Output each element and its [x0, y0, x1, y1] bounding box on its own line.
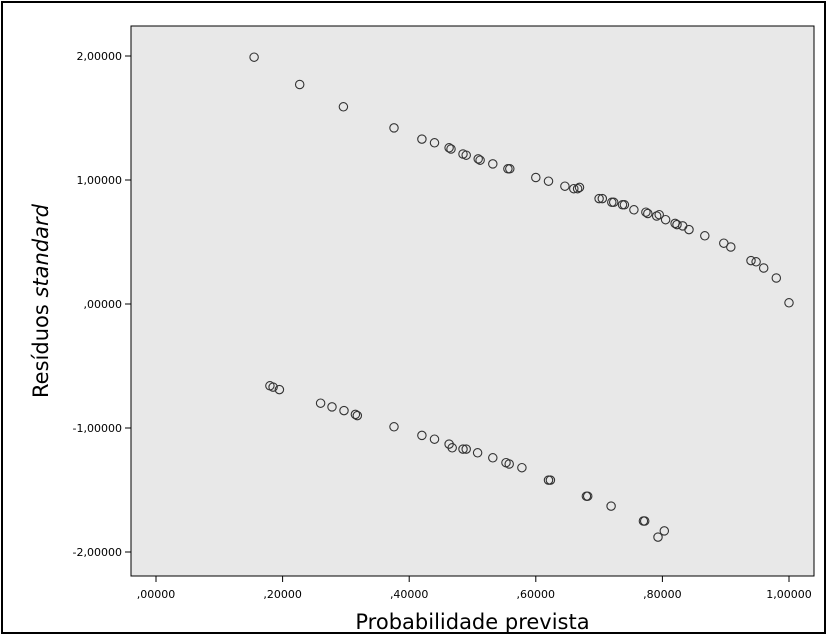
data-point — [350, 409, 361, 420]
data-point — [444, 143, 454, 153]
data-point — [531, 172, 541, 183]
data-point — [461, 444, 471, 454]
data-point — [758, 263, 769, 273]
data-point — [597, 193, 608, 204]
data-point — [771, 273, 782, 283]
data-point — [429, 138, 440, 148]
data-point — [417, 134, 427, 144]
data-point — [639, 516, 650, 526]
data-point — [447, 443, 457, 453]
data-point — [606, 501, 616, 511]
x-tick-label: ,80000 — [643, 588, 682, 601]
plot-area — [130, 25, 815, 577]
data-point — [629, 205, 639, 215]
data-point — [389, 422, 399, 432]
data-point — [488, 453, 498, 463]
data-point — [572, 183, 583, 194]
y-tick-label: -1,00000 — [73, 422, 122, 435]
data-point — [582, 491, 593, 501]
x-tick-label: ,40000 — [390, 588, 429, 601]
data-point — [429, 434, 440, 444]
data-point — [684, 224, 694, 235]
data-point — [619, 200, 630, 210]
x-tick-label: ,60000 — [517, 588, 556, 601]
data-point — [660, 214, 671, 225]
data-point — [643, 208, 653, 219]
data-point — [461, 150, 471, 160]
data-point — [488, 159, 498, 169]
data-point — [543, 176, 554, 186]
data-point — [274, 384, 285, 395]
data-point — [653, 532, 663, 542]
y-axis-title-italic: standard — [29, 203, 53, 297]
data-point — [475, 155, 485, 165]
data-point — [504, 459, 514, 469]
data-point — [268, 382, 278, 392]
data-point — [417, 430, 427, 441]
data-points — [249, 52, 794, 542]
data-point — [608, 197, 619, 208]
x-tick-label: 1,00000 — [766, 588, 812, 601]
data-point — [751, 257, 761, 267]
data-point — [339, 405, 349, 416]
x-tick-label: ,00000 — [137, 588, 176, 601]
data-point — [641, 207, 651, 217]
data-point — [700, 231, 710, 241]
data-point — [505, 164, 515, 174]
data-point — [315, 398, 326, 408]
data-point — [352, 410, 363, 421]
data-point — [594, 193, 604, 204]
data-point — [472, 448, 483, 458]
data-point — [569, 183, 579, 194]
y-axis-title-main: Resíduos — [29, 298, 53, 398]
data-point — [517, 462, 527, 473]
data-point — [446, 144, 456, 154]
data-point — [458, 444, 468, 454]
data-point — [249, 52, 259, 62]
data-point — [545, 475, 556, 485]
data-point — [294, 79, 305, 90]
data-point — [746, 255, 756, 266]
data-point — [672, 219, 682, 230]
data-point — [473, 154, 483, 164]
data-point — [389, 123, 399, 133]
y-axis-title: Resíduos standard — [29, 203, 53, 398]
data-point — [659, 526, 670, 536]
y-tick-label: -2,00000 — [73, 546, 122, 559]
y-tick-label: 2,00000 — [77, 50, 123, 63]
data-point — [654, 209, 664, 220]
data-point — [338, 102, 349, 112]
y-tick-label: 1,00000 — [77, 174, 123, 187]
y-axis: 2,00000 1,00000 ,00000 -1,00000 -2,00000 — [73, 50, 131, 559]
x-axis: ,00000 ,20000 ,40000 ,60000 ,80000 1,00000 — [137, 576, 812, 601]
data-point — [560, 181, 570, 191]
y-tick-label: ,00000 — [84, 298, 123, 311]
data-point — [651, 211, 662, 221]
data-point — [726, 242, 736, 252]
x-tick-label: ,20000 — [263, 588, 302, 601]
data-point — [574, 182, 585, 193]
data-point — [784, 298, 794, 308]
x-axis-title: Probabilidade prevista — [355, 610, 589, 634]
data-point — [327, 402, 337, 412]
